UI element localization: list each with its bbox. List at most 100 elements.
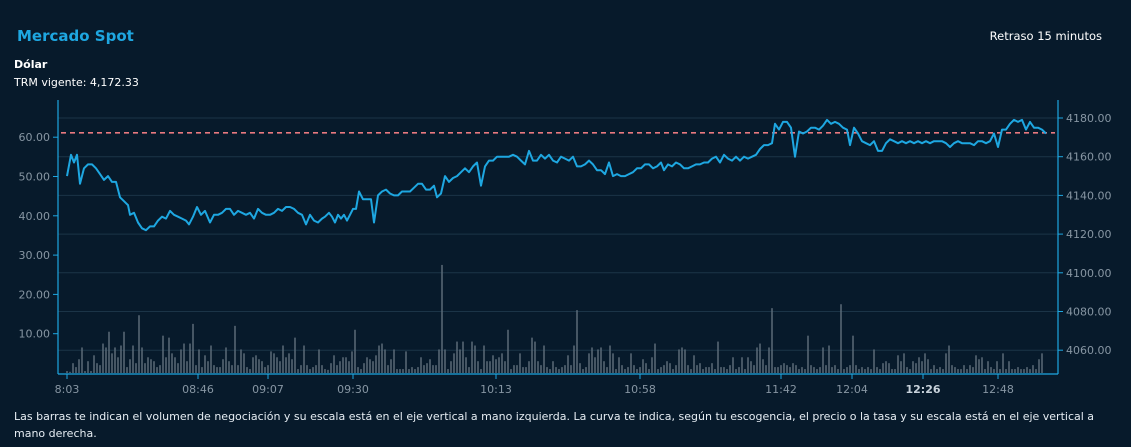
- volume-bar: [1005, 369, 1007, 373]
- volume-bar: [717, 341, 719, 373]
- volume-bar: [843, 369, 845, 373]
- volume-bar: [924, 353, 926, 373]
- volume-bar: [123, 331, 125, 373]
- volume-bar: [174, 357, 176, 373]
- volume-bar: [390, 359, 392, 373]
- volume-bar: [684, 349, 686, 373]
- volume-bar: [207, 361, 209, 373]
- volume-bar: [720, 367, 722, 373]
- x-tick-label: 12:48: [982, 383, 1014, 396]
- x-tick-label: 12:26: [905, 383, 940, 396]
- volume-bar: [99, 365, 101, 373]
- x-tick-label: 10:58: [624, 383, 656, 396]
- volume-bar: [366, 357, 368, 373]
- volume-bar: [543, 345, 545, 373]
- volume-bar: [756, 347, 758, 373]
- volume-bar: [600, 347, 602, 373]
- volume-bar: [306, 365, 308, 373]
- price-line: [66, 118, 1047, 232]
- volume-bar: [885, 361, 887, 373]
- volume-bar: [471, 341, 473, 373]
- volume-bar: [795, 365, 797, 373]
- volume-bar: [525, 367, 527, 373]
- volume-bar: [948, 345, 950, 373]
- volume-bar: [360, 369, 362, 373]
- volume-bar: [663, 365, 665, 373]
- volume-bar: [819, 367, 821, 373]
- volume-bar: [408, 369, 410, 373]
- volume-bar: [501, 353, 503, 373]
- volume-bar: [672, 369, 674, 373]
- volume-bar: [876, 367, 878, 373]
- volume-bar: [582, 369, 584, 373]
- volume-bar: [381, 343, 383, 373]
- volume-bar: [606, 367, 608, 373]
- volume-bar: [477, 361, 479, 373]
- volume-bar: [945, 353, 947, 373]
- chart-footnote: Las barras te indican el volumen de nego…: [14, 410, 1095, 440]
- left-tick-label: 30.00: [19, 249, 51, 262]
- volume-bar: [900, 361, 902, 373]
- volume-bar: [393, 349, 395, 373]
- volume-bar: [564, 365, 566, 373]
- volume-bar: [702, 369, 704, 373]
- volume-bar: [645, 363, 647, 373]
- volume-bar: [165, 357, 167, 373]
- volume-bar: [297, 369, 299, 373]
- volume-bar: [699, 363, 701, 373]
- volume-bar: [426, 363, 428, 373]
- volume-bar: [855, 365, 857, 373]
- volume-bar: [789, 367, 791, 373]
- volume-bar: [96, 363, 98, 373]
- volume-bar: [450, 361, 452, 373]
- volume-bar: [999, 369, 1001, 373]
- page-title: Mercado Spot: [17, 27, 134, 45]
- volume-bar: [537, 361, 539, 373]
- volume-bar: [222, 359, 224, 373]
- volume-bar: [288, 353, 290, 373]
- volume-bar: [993, 369, 995, 373]
- volume-bar: [708, 367, 710, 373]
- volume-bar: [216, 367, 218, 373]
- volume-bar: [759, 343, 761, 373]
- volume-bar: [141, 347, 143, 373]
- volume-bar: [117, 357, 119, 373]
- volume-bar: [744, 369, 746, 373]
- volume-bar: [225, 347, 227, 373]
- volume-bar: [654, 343, 656, 373]
- volume-bar: [258, 359, 260, 373]
- volume-bar: [978, 359, 980, 373]
- volume-bar: [444, 349, 446, 373]
- volume-bar: [561, 367, 563, 373]
- volume-bar: [984, 369, 986, 373]
- volume-bar: [357, 367, 359, 373]
- volume-bars: [66, 264, 1043, 373]
- volume-bar: [969, 365, 971, 373]
- volume-bar: [807, 335, 809, 373]
- volume-bar: [687, 365, 689, 373]
- volume-bar: [108, 331, 110, 373]
- volume-bar: [975, 355, 977, 373]
- volume-bar: [228, 361, 230, 373]
- volume-bar: [783, 363, 785, 373]
- volume-bar: [399, 369, 401, 373]
- volume-bar: [171, 353, 173, 373]
- volume-bar: [219, 367, 221, 373]
- volume-bar: [1017, 367, 1019, 373]
- volume-bar: [384, 349, 386, 373]
- volume-bar: [102, 343, 104, 373]
- left-tick-label: 10.00: [19, 328, 51, 341]
- volume-bar: [963, 365, 965, 373]
- volume-bar: [858, 369, 860, 373]
- volume-bar: [486, 361, 488, 373]
- volume-bar: [489, 361, 491, 373]
- volume-bar: [882, 363, 884, 373]
- volume-bar: [195, 365, 197, 373]
- volume-bar: [339, 361, 341, 373]
- volume-bar: [435, 365, 437, 373]
- spot-market-chart[interactable]: 10.00 20.00 30.00 40.00 50.00 60.00 4060.00 40…: [0, 0, 1131, 400]
- volume-bar: [768, 347, 770, 373]
- volume-bar: [666, 361, 668, 373]
- volume-bar: [153, 361, 155, 373]
- volume-bar: [66, 371, 68, 373]
